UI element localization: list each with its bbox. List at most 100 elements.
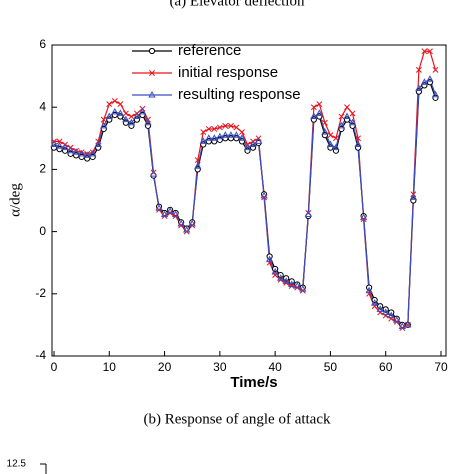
- marker: [138, 107, 147, 115]
- marker: [149, 170, 158, 177]
- marker: [293, 282, 301, 289]
- marker: [61, 143, 69, 151]
- marker: [415, 88, 422, 95]
- marker: [238, 138, 246, 145]
- marker: [205, 134, 213, 141]
- marker: [332, 143, 340, 151]
- marker: [327, 144, 334, 151]
- marker: [77, 149, 86, 157]
- marker: [321, 128, 329, 135]
- marker: [194, 166, 201, 173]
- y-tick-label: 6: [39, 37, 46, 51]
- marker: [349, 110, 356, 117]
- caption-bottom: (b) Response of angle of attack: [143, 411, 331, 427]
- marker: [199, 137, 207, 144]
- caption-top: (a) Elevator deflection: [170, 0, 305, 9]
- plot-frame: [51, 44, 447, 357]
- x-tick-label: 60: [379, 360, 393, 374]
- marker: [128, 113, 135, 120]
- marker: [205, 126, 212, 132]
- marker: [343, 112, 351, 120]
- marker: [348, 118, 357, 126]
- marker: [239, 129, 245, 136]
- marker: [105, 112, 113, 120]
- marker: [321, 119, 328, 126]
- marker: [149, 70, 155, 76]
- x-axis-label: Time/s: [230, 374, 277, 391]
- marker: [50, 144, 58, 151]
- marker: [316, 113, 323, 120]
- marker: [144, 118, 152, 126]
- marker: [72, 148, 80, 155]
- marker: [160, 210, 169, 217]
- marker: [249, 144, 257, 151]
- marker: [410, 197, 417, 204]
- marker: [254, 137, 263, 144]
- marker: [398, 322, 406, 329]
- x-tick-label: 40: [268, 360, 282, 374]
- marker: [332, 147, 340, 154]
- marker: [366, 290, 373, 297]
- marker: [117, 101, 124, 108]
- marker: [377, 309, 384, 316]
- marker: [84, 155, 91, 162]
- marker: [337, 121, 346, 129]
- legend-label: reference: [178, 42, 241, 59]
- marker: [282, 277, 290, 284]
- next-chart-tick: 12.5: [7, 459, 27, 470]
- y-tick-label: -4: [35, 348, 46, 362]
- marker: [222, 122, 229, 129]
- marker: [128, 122, 135, 129]
- marker: [127, 118, 136, 126]
- marker: [310, 116, 317, 123]
- marker: [338, 113, 345, 120]
- marker: [354, 144, 362, 151]
- marker: [421, 82, 428, 89]
- x-tick-label: 50: [324, 360, 338, 374]
- marker: [327, 132, 334, 139]
- y-tick-label: 2: [39, 162, 46, 176]
- marker: [409, 193, 418, 200]
- marker: [415, 66, 422, 73]
- marker: [326, 140, 335, 148]
- marker: [415, 84, 423, 92]
- marker: [122, 115, 130, 123]
- marker: [177, 219, 185, 227]
- legend-label: initial response: [178, 64, 278, 81]
- marker: [133, 116, 141, 123]
- marker: [233, 135, 240, 142]
- marker: [338, 125, 345, 133]
- marker: [232, 131, 241, 138]
- marker: [133, 112, 141, 120]
- marker: [216, 132, 224, 140]
- marker: [100, 121, 108, 129]
- y-axis-label: α/deg: [7, 183, 23, 217]
- marker: [66, 146, 75, 154]
- marker: [431, 90, 440, 98]
- marker: [216, 124, 223, 131]
- marker: [316, 101, 323, 108]
- marker: [89, 149, 97, 157]
- marker: [304, 210, 312, 217]
- marker: [148, 47, 156, 55]
- marker: [122, 110, 129, 117]
- marker: [432, 94, 439, 101]
- marker: [249, 140, 257, 148]
- y-tick-label: 4: [39, 99, 46, 113]
- marker: [56, 138, 63, 145]
- marker: [265, 255, 274, 263]
- marker: [238, 134, 246, 141]
- marker: [194, 162, 202, 169]
- marker: [355, 135, 362, 142]
- marker: [365, 286, 373, 294]
- marker: [260, 191, 268, 199]
- marker: [376, 305, 384, 312]
- x-tick-label: 0: [51, 360, 58, 374]
- marker: [227, 131, 235, 138]
- marker: [194, 157, 201, 164]
- marker: [144, 122, 152, 129]
- marker: [89, 153, 96, 161]
- marker: [155, 204, 163, 211]
- marker: [171, 210, 180, 217]
- marker: [78, 153, 85, 161]
